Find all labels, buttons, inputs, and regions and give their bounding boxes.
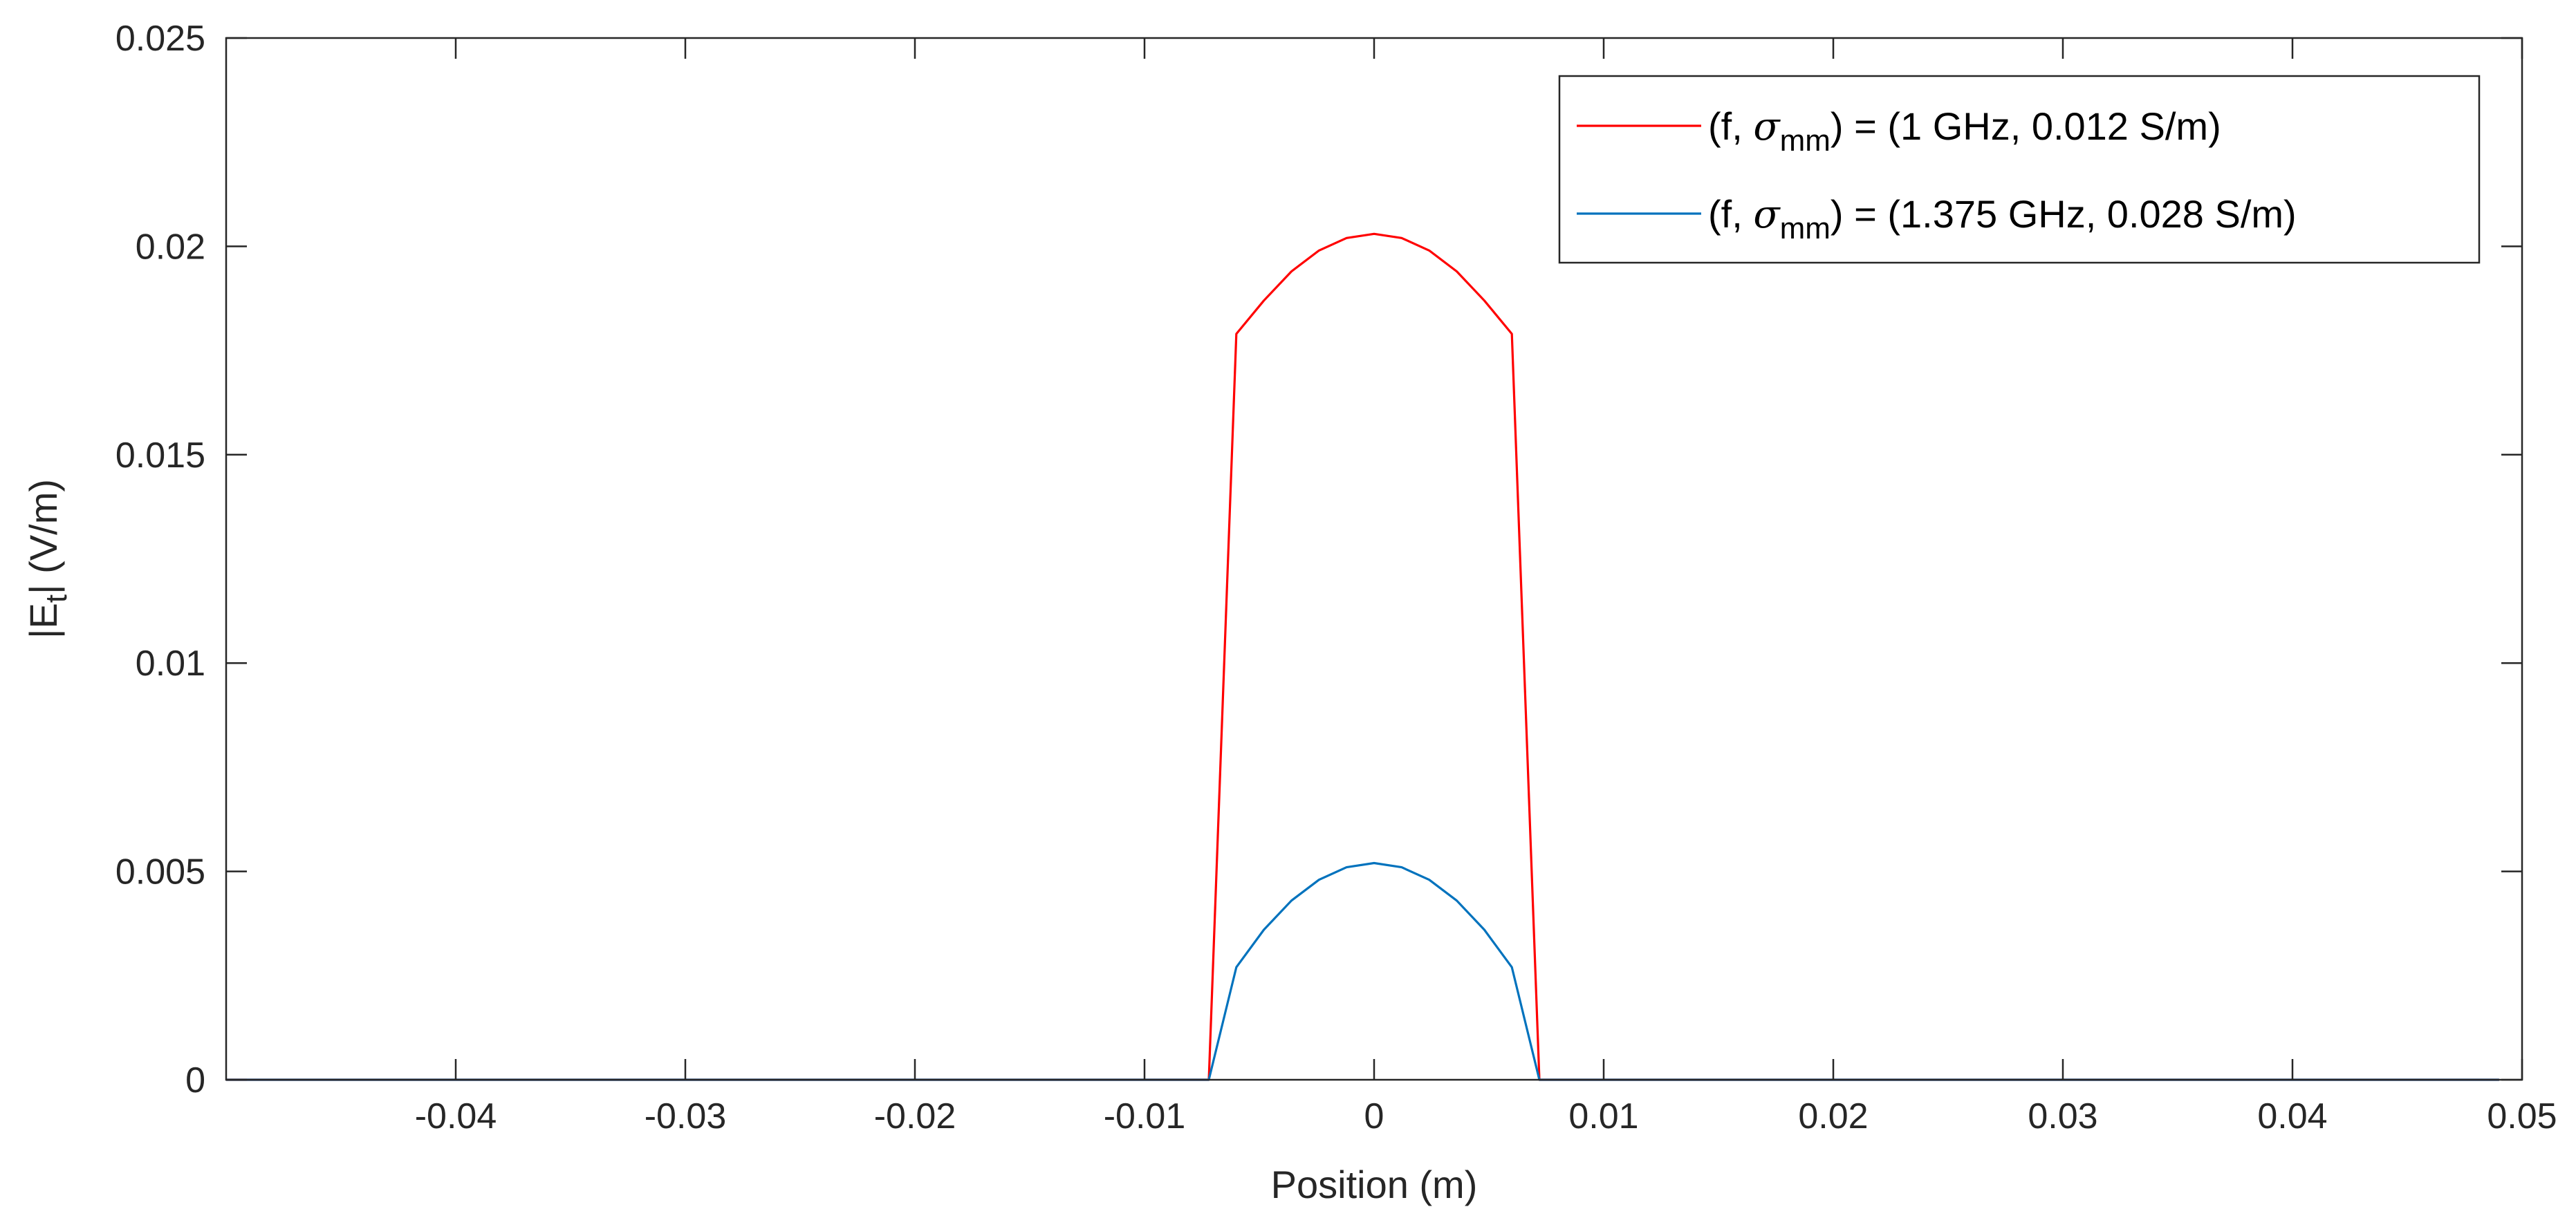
y-tick-label: 0.005 [115, 852, 205, 892]
x-tick-label: -0.04 [415, 1096, 497, 1136]
y-axis-label-suffix: | (V/m) [21, 479, 65, 594]
legend-subscript: mm [1780, 212, 1831, 245]
x-tick-label: -0.01 [1104, 1096, 1186, 1136]
x-tick-label: 0.05 [2487, 1096, 2557, 1136]
x-tick-label: 0.03 [2028, 1096, 2097, 1136]
legend-entry-1: (f, σmm) = (1 GHz, 0.012 S/m) [1708, 104, 2221, 158]
y-tick-label: 0.015 [115, 435, 205, 476]
ticks-layer: -0.04 -0.03 -0.02 -0.01 0 0.01 0.02 0.03 0.04 0.0… [115, 19, 2557, 1136]
series-line-2 [226, 861, 2499, 1081]
series-layer [226, 232, 2499, 1081]
y-tick-label: 0.01 [136, 644, 205, 684]
x-axis-label: Position (m) [1271, 1163, 1478, 1206]
series-line-1 [226, 232, 2499, 1081]
legend-entry-2: (f, σmm) = (1.375 GHz, 0.028 S/m) [1708, 192, 2297, 245]
legend-box [1558, 75, 2481, 264]
x-tick-label: 0.01 [1568, 1096, 1638, 1136]
legend-text-prefix: (f, [1708, 104, 1753, 148]
y-axis-label: |Et| (V/m) [21, 479, 73, 639]
legend: (f, σmm) = (1 GHz, 0.012 S/m)(f, σmm) = … [1558, 75, 2481, 264]
y-axis-label-prefix: |E [21, 603, 65, 639]
x-tick-label: 0.04 [2257, 1096, 2327, 1136]
legend-subscript: mm [1780, 124, 1831, 158]
legend-sigma-symbol: σ [1753, 104, 1781, 149]
legend-sigma-symbol: σ [1753, 192, 1781, 237]
x-tick-label: -0.03 [645, 1096, 727, 1136]
legend-text-prefix: (f, [1708, 192, 1753, 236]
y-tick-label: 0.02 [136, 227, 205, 267]
x-tick-label: -0.02 [874, 1096, 956, 1136]
legend-text-suffix: ) = (1 GHz, 0.012 S/m) [1831, 104, 2221, 148]
y-axis-label-subscript: t [39, 594, 73, 603]
x-tick-label: 0 [1364, 1096, 1384, 1136]
y-tick-label: 0 [185, 1060, 205, 1100]
x-tick-label: 0.02 [1798, 1096, 1868, 1136]
y-tick-label: 0.025 [115, 19, 205, 59]
legend-text-suffix: ) = (1.375 GHz, 0.028 S/m) [1831, 192, 2297, 236]
